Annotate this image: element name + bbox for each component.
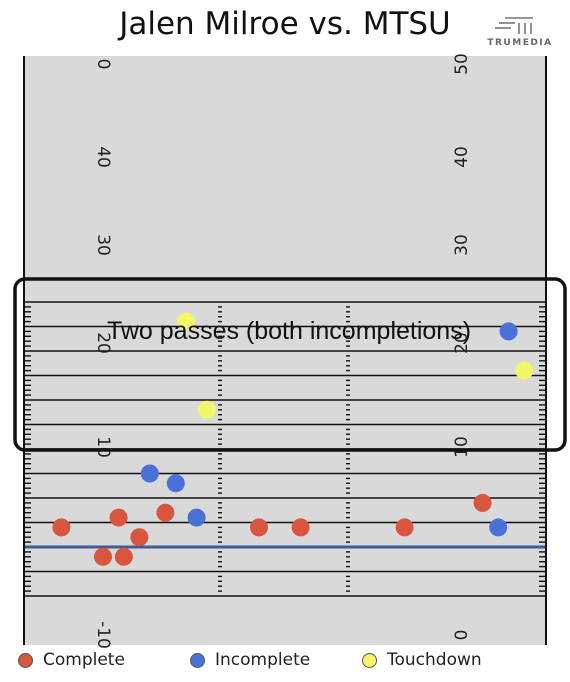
legend-item-incomplete: Incomplete (190, 650, 310, 670)
trumedia-logo-icon (495, 17, 533, 34)
complete-pass-point (114, 547, 133, 566)
field-number-left: 20 (93, 332, 113, 354)
pass-points (52, 312, 534, 566)
field-number-left: 30 (93, 234, 113, 256)
legend-label: Touchdown (387, 650, 482, 670)
field-number-right: 0 (452, 630, 472, 641)
football-field: 0 40 30 20 10 -10 50 40 30 20 10 0 (23, 53, 547, 649)
legend-label: Complete (43, 650, 125, 670)
annotation-text: Two passes (both incompletions) (107, 317, 471, 345)
field-number-right: 30 (452, 234, 472, 256)
complete-pass-point (156, 503, 175, 522)
field-number-left: -10 (93, 621, 113, 649)
annotation-box: Two passes (both incompletions) (13, 277, 567, 452)
field-number-left: 0 (93, 59, 113, 70)
touchdown-pass-point (198, 400, 216, 419)
incomplete-pass-point (499, 322, 518, 341)
incomplete-pass-point (140, 464, 159, 483)
incomplete-pass-point (489, 518, 508, 537)
complete-pass-point (250, 518, 268, 537)
legend-item-complete: Complete (18, 650, 125, 670)
complete-pass-point (130, 528, 149, 547)
legend-item-touchdown: Touchdown (362, 650, 482, 670)
legend-swatch-incomplete (190, 652, 205, 668)
field-number-right: 20 (452, 332, 472, 354)
incomplete-pass-point (187, 508, 206, 527)
complete-pass-point (395, 518, 414, 537)
legend-label: Incomplete (215, 650, 311, 670)
complete-pass-point (109, 508, 128, 527)
incomplete-pass-point (166, 474, 185, 493)
annotation-frame (13, 277, 567, 452)
legend: Complete Incomplete Touchdown (0, 650, 570, 680)
complete-pass-point (94, 547, 112, 566)
legend-swatch-complete (18, 652, 33, 668)
touchdown-pass-point (515, 361, 534, 380)
field-number-left: 10 (93, 436, 113, 458)
field-number-left: 40 (93, 146, 113, 168)
chart-title: Jalen Milroe vs. MTSU (119, 6, 451, 42)
field-number-right: 50 (452, 53, 472, 75)
trumedia-logo-text: TRUMEDIA (487, 38, 553, 48)
legend-swatch-touchdown (362, 652, 377, 668)
complete-pass-point (473, 493, 492, 512)
touchdown-pass-point (177, 312, 196, 331)
complete-pass-point (52, 518, 71, 537)
field-number-right: 40 (452, 146, 472, 168)
trumedia-logo: TRUMEDIA (485, 14, 555, 54)
complete-pass-point (291, 518, 310, 537)
field-number-right: 10 (452, 436, 472, 458)
